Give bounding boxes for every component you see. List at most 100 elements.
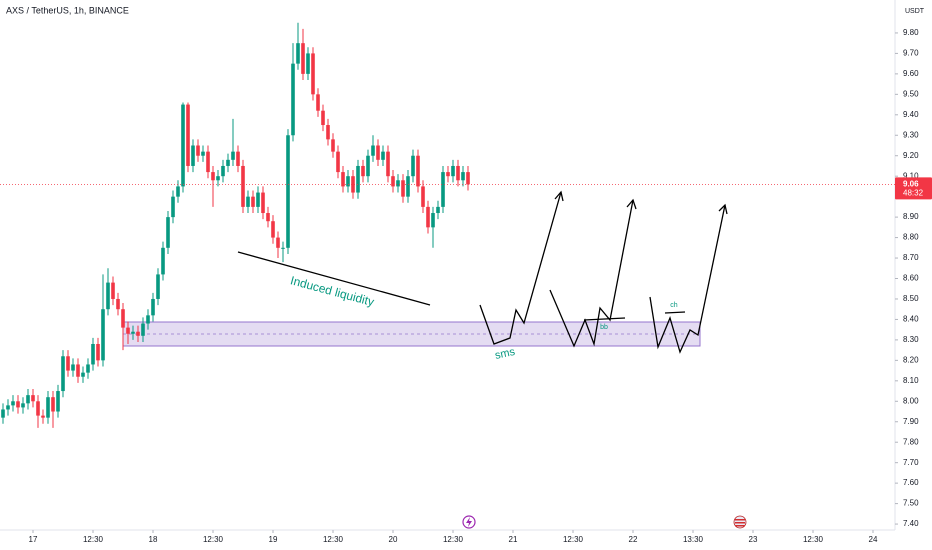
candle-body (126, 327, 130, 334)
candle-body (441, 172, 445, 207)
candle-body (346, 176, 350, 187)
candle-body (166, 217, 170, 248)
candle-body (431, 213, 435, 228)
candle-body (36, 401, 40, 416)
x-tick-label: 17 (29, 535, 38, 544)
y-tick-label: 7.80 (903, 437, 919, 446)
candle-body (201, 151, 205, 156)
y-tick-label: 9.80 (903, 28, 919, 37)
candle-body (231, 151, 235, 160)
candle-body (26, 395, 30, 404)
y-tick-label: 8.20 (903, 355, 919, 364)
x-tick-label: 12:30 (83, 535, 104, 544)
candle-body (466, 172, 470, 185)
candle-body (291, 63, 295, 136)
x-tick-label: 12:30 (563, 535, 584, 544)
x-tick-label: 13:30 (683, 535, 704, 544)
x-tick-label: 23 (749, 535, 758, 544)
candle-body (76, 364, 80, 377)
candle-body (371, 145, 375, 156)
candle-body (416, 155, 420, 187)
chart-title: AXS / TetherUS, 1h, BINANCE (6, 5, 129, 15)
candle-body (101, 309, 105, 361)
candle-body (31, 395, 35, 402)
trend-line (237, 251, 431, 306)
x-tick-label: 20 (389, 535, 398, 544)
candle-body (41, 415, 45, 418)
candle-body (461, 172, 465, 181)
candle-body (251, 196, 255, 207)
candle-body (131, 331, 135, 334)
y-tick-label: 8.50 (903, 294, 919, 303)
candle-body (226, 159, 230, 166)
annotation-sms: sms (494, 346, 517, 362)
candle-body (336, 151, 340, 173)
y-tick-label: 8.60 (903, 274, 919, 283)
candle-body (106, 282, 110, 310)
candle-body (396, 180, 400, 187)
candle-body (206, 151, 210, 173)
candle-body (411, 155, 415, 177)
candle-body (436, 206, 440, 214)
event-icon[interactable] (462, 515, 476, 529)
candle-body (321, 110, 325, 126)
level-line (664, 311, 686, 314)
candle-body (271, 221, 275, 238)
last-price-badge (895, 177, 932, 200)
candle-body (191, 145, 195, 166)
liquidity-zone (122, 321, 701, 347)
candle-body (111, 282, 115, 299)
y-tick-label: 8.80 (903, 233, 919, 242)
candle-body (11, 401, 15, 406)
candle-body (366, 155, 370, 177)
candle-body (211, 172, 215, 181)
path-projection (479, 191, 562, 345)
event-icon[interactable] (733, 515, 747, 529)
y-tick-label: 7.90 (903, 417, 919, 426)
candle-body (141, 323, 145, 336)
candle-body (301, 43, 305, 74)
candle-body (281, 247, 285, 249)
candle-body (261, 192, 265, 214)
currency-label: USDT (905, 8, 925, 15)
y-tick-label: 9.20 (903, 151, 919, 160)
x-tick-label: 12:30 (803, 535, 824, 544)
candle-body (1, 409, 5, 418)
x-tick-label: 12:30 (203, 535, 224, 544)
x-tick-label: 22 (629, 535, 638, 544)
candle-body (316, 94, 320, 111)
candle-body (421, 186, 425, 207)
flag-stripe (735, 522, 745, 524)
candle-body (401, 180, 405, 197)
candle-body (426, 206, 430, 228)
arrow-head (718, 203, 728, 215)
candle-body (406, 176, 410, 197)
x-tick-label: 21 (509, 535, 518, 544)
candle-body (61, 356, 65, 392)
candle-body (186, 104, 190, 166)
x-tick-label: 12:30 (323, 535, 344, 544)
candle-body (136, 331, 140, 336)
candle-body (196, 145, 200, 156)
flag-stripe (735, 519, 745, 521)
y-tick-label: 9.30 (903, 130, 919, 139)
flag-stripe (735, 525, 745, 527)
candle-body (446, 172, 450, 177)
candle-body (181, 104, 185, 187)
y-tick-label: 9.60 (903, 69, 919, 78)
candle-body (176, 186, 180, 197)
candle-body (286, 135, 290, 248)
event-icon-bolt (466, 517, 472, 527)
candle-body (361, 165, 365, 177)
candle-body (331, 139, 335, 152)
candle-body (91, 343, 95, 365)
candle-body (351, 176, 355, 193)
candle-body (381, 151, 385, 160)
path-projection (649, 204, 726, 354)
candle-body (161, 247, 165, 275)
candle-body (376, 145, 380, 160)
arrow-head (626, 198, 637, 210)
annotation-ch: ch (670, 302, 678, 309)
x-tick-label: 12:30 (443, 535, 464, 544)
